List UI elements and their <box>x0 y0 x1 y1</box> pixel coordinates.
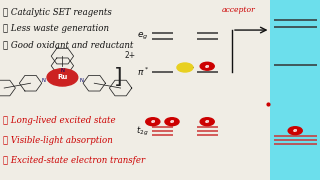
Circle shape <box>47 69 78 86</box>
Text: 2+: 2+ <box>125 51 136 60</box>
Text: e: e <box>151 119 155 124</box>
Circle shape <box>200 118 214 126</box>
Circle shape <box>200 62 214 70</box>
Text: ]: ] <box>114 67 122 87</box>
Text: e: e <box>170 119 174 124</box>
Text: N: N <box>60 68 64 73</box>
Text: acceptor: acceptor <box>221 6 255 14</box>
Text: ☐ Long-lived excited state: ☐ Long-lived excited state <box>3 116 116 125</box>
Text: e: e <box>205 119 209 124</box>
Bar <box>270 0 320 180</box>
Circle shape <box>146 118 160 126</box>
Circle shape <box>177 63 193 72</box>
Text: $\pi^*$: $\pi^*$ <box>137 66 149 78</box>
Text: Ru: Ru <box>57 74 68 80</box>
Text: e: e <box>293 128 297 133</box>
Text: ☐ Excited-state electron transfer: ☐ Excited-state electron transfer <box>3 156 145 165</box>
Text: N: N <box>41 78 45 84</box>
Text: N: N <box>80 78 84 84</box>
Text: ☐ Visible-light absorption: ☐ Visible-light absorption <box>3 136 113 145</box>
Circle shape <box>288 127 302 135</box>
Text: ☐ Less waste generation: ☐ Less waste generation <box>3 24 109 33</box>
Text: ☐ Good oxidant and reductant: ☐ Good oxidant and reductant <box>3 40 133 50</box>
Text: e: e <box>205 64 209 69</box>
Text: ☐ Catalytic SET reagents: ☐ Catalytic SET reagents <box>3 8 112 17</box>
Text: $e_g$: $e_g$ <box>138 30 149 42</box>
Circle shape <box>165 118 179 126</box>
Text: $t_{2g}$: $t_{2g}$ <box>136 125 149 138</box>
